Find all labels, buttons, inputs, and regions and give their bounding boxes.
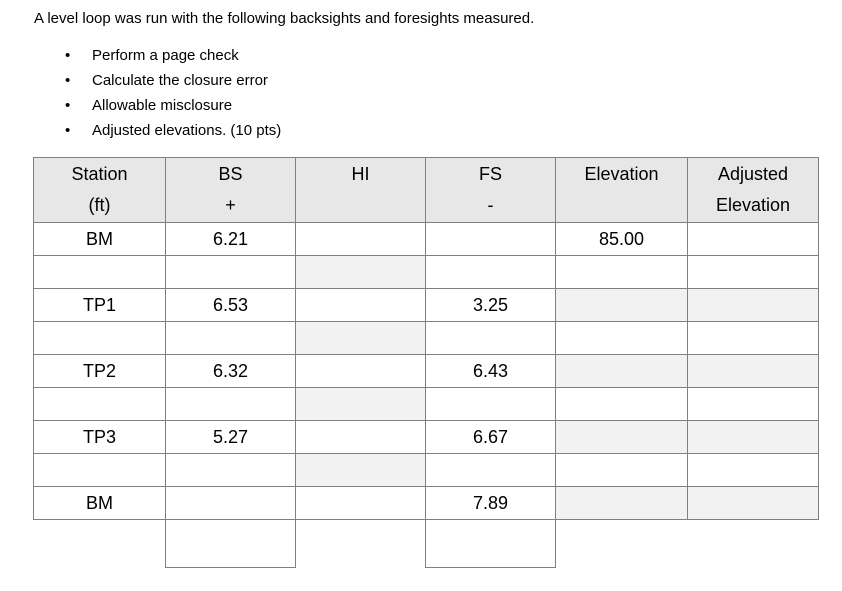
- bs-sum-box: [165, 519, 296, 568]
- cell-elevation: [555, 255, 688, 289]
- col-header-line: (ft): [88, 195, 111, 215]
- col-header-line: Elevation: [715, 195, 791, 215]
- cell-bs: [165, 321, 296, 355]
- cell-fs: [425, 387, 556, 421]
- sum-row-empty: [555, 519, 688, 568]
- cell-elevation: 85.00: [555, 222, 688, 256]
- table-row-bm1: BM 6.21 85.00: [33, 222, 819, 256]
- cell-elevation: [555, 453, 688, 487]
- cell-station: [33, 321, 166, 355]
- cell-hi: [295, 354, 426, 388]
- bullet-item: Calculate the closure error: [64, 68, 281, 93]
- sum-row-empty: [687, 519, 819, 568]
- sum-row-empty: [295, 519, 426, 568]
- cell-fs: [425, 222, 556, 256]
- cell-fs: 3.25: [425, 288, 556, 322]
- cell-fs: 7.89: [425, 486, 556, 520]
- problem-statement: A level loop was run with the following …: [34, 10, 535, 27]
- cell-adjusted-answer: [687, 354, 819, 388]
- col-header-line: +: [225, 195, 236, 215]
- cell-bs: 6.21: [165, 222, 296, 256]
- col-header-line: Adjusted: [717, 164, 789, 184]
- cell-hi: [295, 222, 426, 256]
- cell-adjusted: [687, 387, 819, 421]
- col-header-line: Station: [71, 164, 128, 184]
- sum-row-empty: [33, 519, 166, 568]
- col-header-line: BS: [218, 164, 243, 184]
- col-header-line: -: [487, 195, 494, 215]
- table-row-tp3: TP3 5.27 6.67: [33, 420, 819, 454]
- cell-station: TP3: [33, 420, 166, 454]
- cell-station: TP2: [33, 354, 166, 388]
- cell-bs: 6.53: [165, 288, 296, 322]
- header-row: Station (ft) BS + HI FS - Elevation: [33, 157, 819, 223]
- cell-bs: [165, 387, 296, 421]
- cell-elevation-answer: [555, 354, 688, 388]
- table-row-tp2: TP2 6.32 6.43: [33, 354, 819, 388]
- cell-hi: [295, 486, 426, 520]
- table-row-spacer: [33, 387, 819, 421]
- cell-hi-answer: [295, 453, 426, 487]
- cell-bs: 5.27: [165, 420, 296, 454]
- cell-adjusted-answer: [687, 486, 819, 520]
- cell-station: BM: [33, 486, 166, 520]
- table-row-tp1: TP1 6.53 3.25: [33, 288, 819, 322]
- cell-adjusted: [687, 255, 819, 289]
- cell-station: BM: [33, 222, 166, 256]
- cell-hi-answer: [295, 387, 426, 421]
- cell-station: [33, 453, 166, 487]
- col-header-adjusted-elevation: Adjusted Elevation: [687, 157, 819, 223]
- cell-adjusted-answer: [687, 288, 819, 322]
- task-list: Perform a page check Calculate the closu…: [64, 43, 281, 143]
- cell-station: [33, 387, 166, 421]
- cell-elevation-answer: [555, 420, 688, 454]
- col-header-bs: BS +: [165, 157, 296, 223]
- table-row-bm2: BM 7.89: [33, 486, 819, 520]
- table-row-spacer: [33, 453, 819, 487]
- col-header-line: Elevation: [584, 164, 659, 184]
- cell-adjusted: [687, 222, 819, 256]
- cell-fs: [425, 453, 556, 487]
- cell-elevation: [555, 387, 688, 421]
- cell-hi-answer: [295, 255, 426, 289]
- bullet-item: Allowable misclosure: [64, 93, 281, 118]
- cell-adjusted: [687, 321, 819, 355]
- bullet-item: Perform a page check: [64, 43, 281, 68]
- col-header-hi: HI: [295, 157, 426, 223]
- bullet-item: Adjusted elevations. (10 pts): [64, 118, 281, 143]
- col-header-station: Station (ft): [33, 157, 166, 223]
- cell-adjusted-answer: [687, 420, 819, 454]
- cell-station: [33, 255, 166, 289]
- cell-hi-answer: [295, 321, 426, 355]
- cell-elevation-answer: [555, 288, 688, 322]
- col-header-elevation: Elevation: [555, 157, 688, 223]
- table-row-spacer: [33, 321, 819, 355]
- level-loop-table: Station (ft) BS + HI FS - Elevation: [33, 157, 819, 568]
- col-header-fs: FS -: [425, 157, 556, 223]
- cell-fs: 6.43: [425, 354, 556, 388]
- cell-fs: [425, 255, 556, 289]
- sum-row: [33, 519, 819, 568]
- col-header-line: FS: [478, 164, 502, 184]
- cell-bs: [165, 255, 296, 289]
- fs-sum-box: [425, 519, 556, 568]
- col-header-line: HI: [351, 164, 370, 184]
- cell-hi: [295, 288, 426, 322]
- cell-bs: 6.32: [165, 354, 296, 388]
- cell-fs: 6.67: [425, 420, 556, 454]
- cell-elevation-answer: [555, 486, 688, 520]
- cell-hi: [295, 420, 426, 454]
- cell-fs: [425, 321, 556, 355]
- cell-station: TP1: [33, 288, 166, 322]
- cell-elevation: [555, 321, 688, 355]
- table-row-spacer: [33, 255, 819, 289]
- cell-bs: [165, 486, 296, 520]
- cell-bs: [165, 453, 296, 487]
- cell-adjusted: [687, 453, 819, 487]
